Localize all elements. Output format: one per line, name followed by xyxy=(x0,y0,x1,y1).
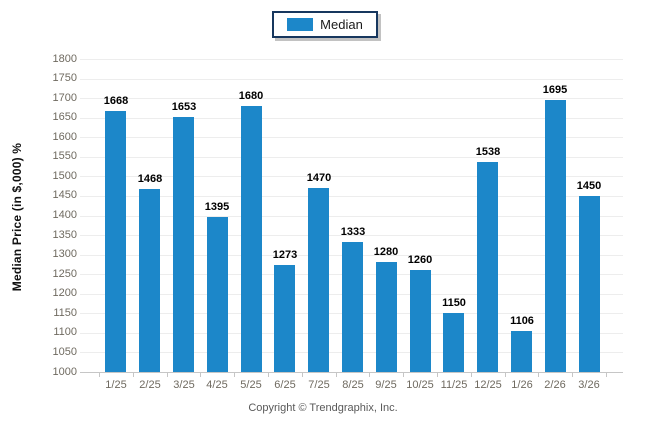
bar-4/25 xyxy=(207,217,228,372)
y-tick-label: 1400 xyxy=(52,209,77,221)
bar-12/25 xyxy=(477,162,498,372)
gridline-1600 xyxy=(80,137,623,138)
y-tick-label: 1150 xyxy=(53,307,77,319)
x-axis-tick xyxy=(336,373,337,377)
bar-value-label: 1395 xyxy=(204,201,230,213)
bar-value-label: 1538 xyxy=(475,146,501,158)
y-tick-label: 1000 xyxy=(52,366,77,378)
bar-10/25 xyxy=(410,270,431,372)
x-tick-label: 10/25 xyxy=(406,379,434,391)
x-tick-label: 4/25 xyxy=(206,379,228,391)
bar-value-label: 1333 xyxy=(340,226,366,238)
bar-value-label: 1470 xyxy=(306,172,332,184)
bar-1/26 xyxy=(511,331,532,372)
bar-5/25 xyxy=(241,106,262,372)
y-tick-label: 1650 xyxy=(52,111,77,123)
x-tick-label: 11/25 xyxy=(440,379,468,391)
x-tick-label: 3/26 xyxy=(578,379,600,391)
x-axis-tick xyxy=(302,373,303,377)
bar-1/25 xyxy=(105,111,126,372)
x-tick-label: 3/25 xyxy=(173,379,195,391)
legend-swatch-median xyxy=(287,18,314,31)
x-axis-tick xyxy=(606,373,607,377)
bar-value-label: 1260 xyxy=(407,254,433,266)
legend: Median xyxy=(272,11,378,38)
x-axis-tick xyxy=(369,373,370,377)
bar-value-label: 1653 xyxy=(171,101,197,113)
bar-6/25 xyxy=(274,265,295,372)
bar-3/26 xyxy=(579,196,600,372)
x-tick-label: 7/25 xyxy=(308,379,330,391)
y-tick-label: 1300 xyxy=(52,248,77,260)
x-axis-tick xyxy=(471,373,472,377)
x-tick-label: 2/26 xyxy=(544,379,566,391)
copyright-text: Copyright © Trendgraphix, Inc. xyxy=(248,402,398,414)
gridline-1650 xyxy=(80,118,623,119)
x-tick-label: 8/25 xyxy=(342,379,364,391)
x-axis-tick xyxy=(505,373,506,377)
y-tick-label: 1250 xyxy=(52,268,77,280)
bar-value-label: 1468 xyxy=(137,173,163,185)
bar-2/26 xyxy=(545,100,566,372)
y-tick-label: 1800 xyxy=(52,53,77,65)
y-tick-label: 1050 xyxy=(52,346,77,358)
x-axis-tick xyxy=(234,373,235,377)
x-tick-label: 6/25 xyxy=(274,379,296,391)
bar-11/25 xyxy=(443,313,464,372)
x-axis-tick xyxy=(133,373,134,377)
y-tick-label: 1500 xyxy=(52,170,77,182)
y-tick-label: 1600 xyxy=(52,131,77,143)
x-axis-tick xyxy=(167,373,168,377)
x-axis-tick xyxy=(572,373,573,377)
bar-value-label: 1150 xyxy=(442,297,466,309)
bar-value-label: 1273 xyxy=(272,249,298,261)
gridline-1350 xyxy=(80,235,623,236)
gridline-1700 xyxy=(80,98,623,99)
gridline-1000 xyxy=(80,372,623,373)
bar-value-label: 1680 xyxy=(238,90,264,102)
gridline-1750 xyxy=(80,79,623,80)
bar-7/25 xyxy=(308,188,329,372)
x-axis-tick xyxy=(99,373,100,377)
y-tick-label: 1700 xyxy=(52,92,77,104)
gridline-1400 xyxy=(80,216,623,217)
x-axis-tick xyxy=(403,373,404,377)
gridline-1450 xyxy=(80,196,623,197)
x-tick-label: 1/26 xyxy=(511,379,533,391)
bar-value-label: 1106 xyxy=(510,315,534,327)
gridline-1500 xyxy=(80,176,623,177)
x-axis-tick xyxy=(437,373,438,377)
bar-2/25 xyxy=(139,189,160,372)
bar-9/25 xyxy=(376,262,397,372)
y-tick-label: 1100 xyxy=(53,326,77,338)
y-tick-label: 1350 xyxy=(52,229,77,241)
y-tick-label: 1200 xyxy=(52,287,77,299)
y-axis-title: Median Price (in $,000) % xyxy=(10,142,24,292)
x-tick-label: 12/25 xyxy=(474,379,502,391)
gridline-1800 xyxy=(80,59,623,60)
y-tick-label: 1450 xyxy=(52,189,77,201)
bar-3/25 xyxy=(173,117,194,372)
y-tick-label: 1550 xyxy=(52,150,77,162)
legend-label-median: Median xyxy=(320,17,363,32)
x-axis-tick xyxy=(538,373,539,377)
y-tick-label: 1750 xyxy=(52,72,77,84)
gridline-1550 xyxy=(80,157,623,158)
x-tick-label: 5/25 xyxy=(240,379,262,391)
bar-8/25 xyxy=(342,242,363,372)
x-tick-label: 9/25 xyxy=(375,379,397,391)
bar-value-label: 1450 xyxy=(576,180,602,192)
bar-value-label: 1695 xyxy=(542,84,568,96)
bar-value-label: 1280 xyxy=(373,246,399,258)
x-axis-tick xyxy=(268,373,269,377)
bar-value-label: 1668 xyxy=(103,95,129,107)
x-axis-tick xyxy=(200,373,201,377)
x-tick-label: 1/25 xyxy=(105,379,127,391)
x-tick-label: 2/25 xyxy=(139,379,161,391)
